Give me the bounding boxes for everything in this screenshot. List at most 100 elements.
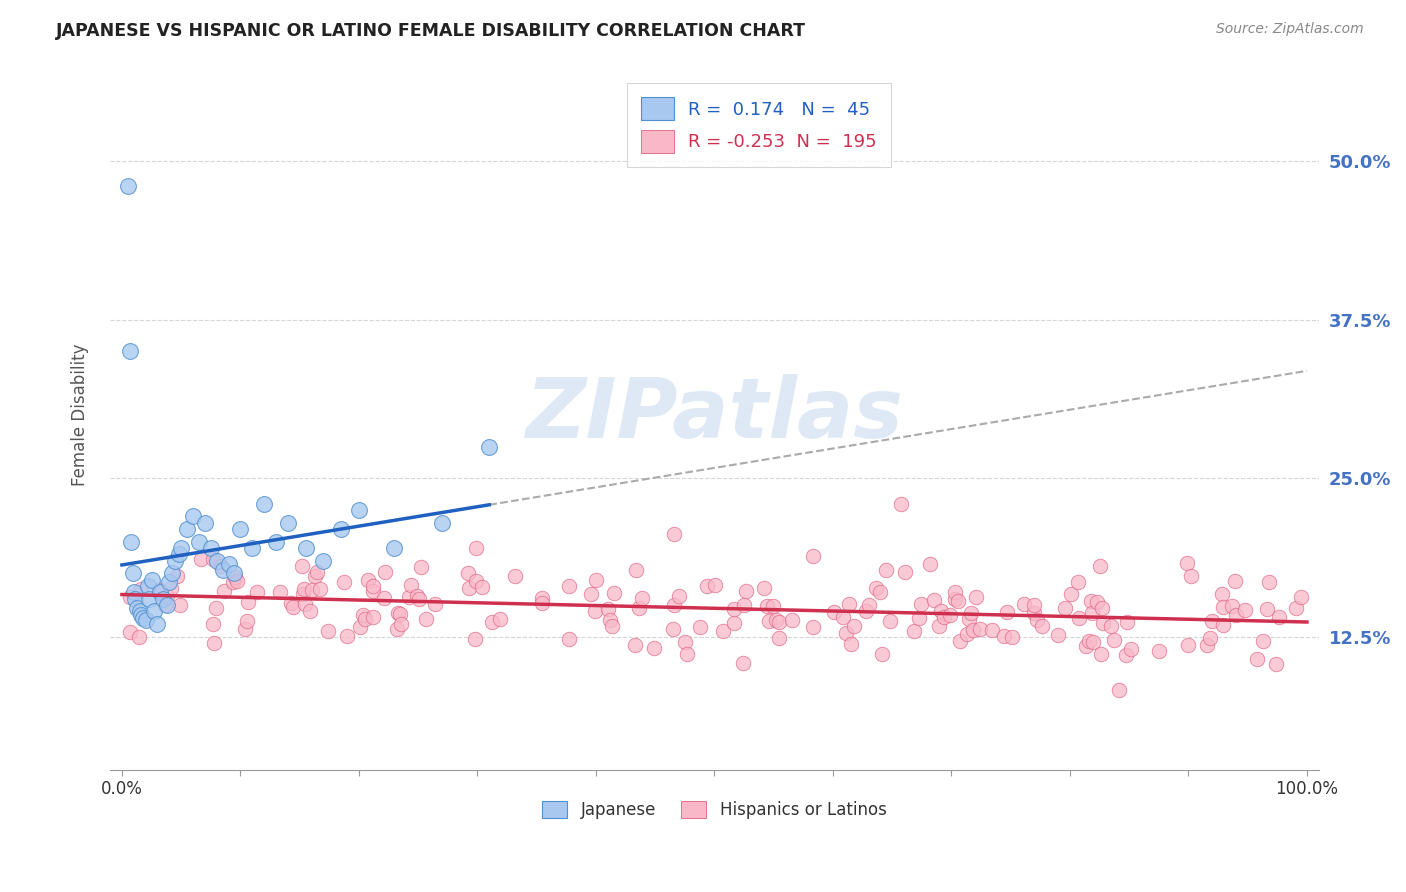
Point [408,591,430,606]
Point [423,597,446,611]
Point [224,566,246,581]
Point [465,574,488,588]
Point [127,600,149,615]
Point [118,625,141,640]
Legend: Japanese, Hispanics or Latinos: Japanese, Hispanics or Latinos [536,794,893,826]
Point [240,541,263,555]
Point [626,563,648,577]
Point [696,579,718,593]
Point [602,586,624,600]
Point [160,566,183,581]
Point [129,582,152,597]
Point [870,648,893,662]
Point [246,584,269,599]
Point [1211,587,1233,601]
Point [157,575,180,590]
Point [352,608,374,623]
Point [471,580,494,594]
Point [201,617,224,632]
Point [531,597,554,611]
Point [844,619,866,633]
Point [875,563,897,577]
Point [347,503,370,517]
Point [801,620,824,634]
Point [1054,601,1077,615]
Point [801,549,824,563]
Point [181,509,204,524]
Point [903,624,925,638]
Point [662,622,685,636]
Point [1175,557,1198,571]
Point [160,582,183,596]
Point [858,598,880,612]
Point [1024,598,1046,612]
Point [149,585,172,599]
Point [330,522,353,536]
Point [1085,595,1108,609]
Point [1012,597,1035,611]
Point [1090,647,1112,661]
Point [965,591,987,605]
Point [922,592,945,607]
Point [907,611,929,625]
Text: JAPANESE VS HISPANIC OR LATINO FEMALE DISABILITY CORRELATION CHART: JAPANESE VS HISPANIC OR LATINO FEMALE DI… [56,22,806,40]
Point [120,534,142,549]
Point [1026,613,1049,627]
Point [754,581,776,595]
Point [1233,603,1256,617]
Point [918,557,941,571]
Point [1060,586,1083,600]
Point [269,585,291,599]
Point [281,600,304,615]
Point [138,591,160,606]
Point [869,585,891,599]
Point [946,594,969,608]
Point [673,635,696,649]
Point [292,587,315,601]
Point [387,607,409,621]
Point [1024,607,1046,621]
Point [120,344,142,359]
Point [309,582,332,597]
Point [1092,615,1115,630]
Point [121,566,143,581]
Point [823,605,845,619]
Point [118,591,141,605]
Point [458,581,481,595]
Point [122,585,145,599]
Point [1078,634,1101,648]
Point [357,573,380,587]
Point [956,627,979,641]
Point [398,591,420,605]
Point [190,552,212,566]
Point [1256,602,1278,616]
Point [132,611,155,625]
Point [167,547,190,561]
Point [415,612,437,626]
Point [361,583,384,598]
Point [910,597,932,611]
Point [361,580,384,594]
Point [1104,632,1126,647]
Point [141,573,163,587]
Point [373,591,395,605]
Point [316,624,339,638]
Point [457,566,479,581]
Point [768,615,790,630]
Point [481,615,503,630]
Point [943,591,966,606]
Point [1220,599,1243,613]
Point [1177,638,1199,652]
Point [124,591,146,606]
Point [1246,651,1268,665]
Point [384,541,406,555]
Point [389,617,412,632]
Point [169,598,191,612]
Point [969,623,991,637]
Point [780,613,803,627]
Point [411,559,433,574]
Point [253,497,276,511]
Point [596,602,619,616]
Point [298,604,321,618]
Point [135,613,157,627]
